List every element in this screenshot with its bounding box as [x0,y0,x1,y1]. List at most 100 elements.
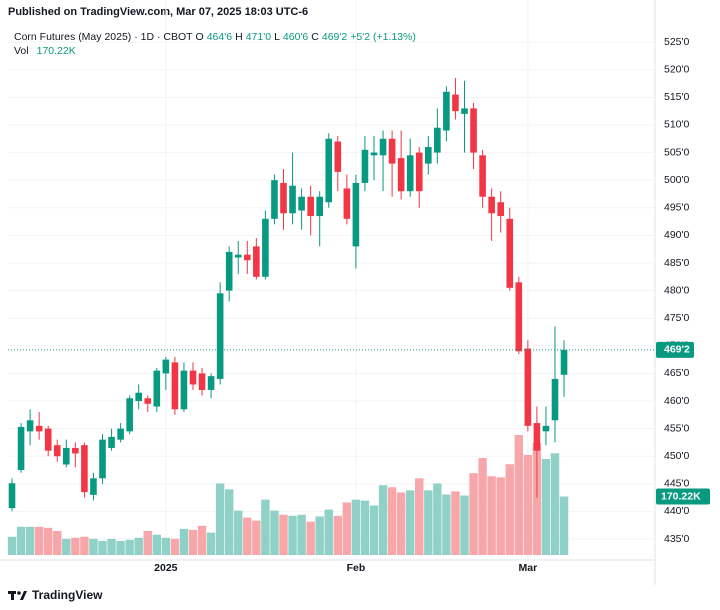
candle-body [126,398,133,432]
footer-brand: TradingView [32,588,103,602]
x-tick-label: Mar [519,562,538,574]
volume-bar [315,516,324,555]
volume-tag-label: 170.22K [661,490,701,502]
candle-body [144,398,152,404]
candle-body [443,91,450,131]
candle-body [53,445,61,457]
volume-bar [179,528,189,555]
volume-bar [261,499,270,555]
volume-bar [378,485,388,555]
close-value: 469'2 [321,31,348,43]
candle-body [370,152,378,156]
volume-bar [279,514,288,555]
footer: TradingView [8,588,102,602]
candle-body [289,185,296,214]
low-value: 460'6 [282,31,309,43]
y-tick-label: 485'0 [664,257,690,269]
last-price-label: 469'2 [664,344,690,356]
candle-body [244,254,251,261]
volume-bar [89,538,98,555]
volume-bar [206,532,216,555]
o-key: O [195,31,204,43]
candle-body [415,152,423,192]
y-tick-label: 480'0 [664,284,690,296]
y-tick-label: 455'0 [664,422,690,434]
candle-body [388,138,396,164]
volume-bar [53,530,62,555]
volume-legend: Vol 170.22K [14,45,76,57]
candle-body [153,370,161,407]
candle-body [352,182,360,247]
volume-bar [360,500,370,555]
candle-body [63,447,70,465]
candle-body [171,362,179,410]
volume-bar [469,473,478,555]
volume-bar [16,526,26,555]
candle-body [470,108,477,153]
volume-bar [324,509,333,555]
candle-body [560,349,568,375]
candle-body [506,218,514,288]
volume-bar [297,514,306,555]
y-tick-label: 465'0 [664,367,690,379]
candle-body [271,180,278,219]
volume-bar [505,464,514,555]
volume-bar [487,476,496,555]
candle-body [99,439,106,479]
volume-bar [523,454,533,555]
candle-body [198,373,206,390]
candle-body [524,348,532,426]
candle-body [479,155,486,197]
volume-bar [197,525,207,555]
candle-body [434,127,441,153]
open-value: 464'6 [206,31,233,43]
volume-bar [98,540,107,555]
volume-bar [306,521,315,555]
volume-bar [71,537,80,555]
x-tick-label: Feb [347,562,366,574]
published-note: Published on TradingView.com, Mar 07, 20… [8,6,309,18]
volume-bar [442,494,451,555]
logo [8,591,27,600]
chart: 435'0440'0445'0450'0455'0460'0465'0470'0… [0,0,710,585]
volume-bar [215,483,225,555]
candle-body [72,447,79,454]
h-key: H [235,31,243,43]
candle-body [207,376,215,390]
last-price-tag [656,341,694,358]
candle-body [551,378,559,421]
volume-bar [152,534,161,555]
volume-bar [125,539,134,555]
volume-bar [415,478,424,555]
candle-body [180,370,188,410]
x-tick-label: 2025 [154,562,178,574]
candle-body [488,196,495,214]
symbol-title: Corn Futures (May 2025) · 1D · CBOT [14,31,193,43]
volume-bar [252,520,261,555]
candle-body [216,293,224,379]
volume-bar [161,537,171,555]
y-tick-label: 520'0 [664,64,690,76]
candle-body [280,182,287,214]
volume-bar [34,526,44,555]
volume-bar [25,526,35,555]
volume-bar [369,505,379,555]
candle-body [515,282,523,352]
candle-body [8,483,16,509]
candle-body [334,141,342,172]
candle-body [117,428,124,440]
y-tick-label: 460'0 [664,395,690,407]
volume-bar [143,530,152,555]
candle-body [44,428,52,451]
candle-body [316,196,323,217]
c-key: C [311,31,319,43]
volume-bar [342,502,352,555]
y-tick-label: 495'0 [664,202,690,214]
volume-bar [451,491,460,555]
y-tick-label: 450'0 [664,450,690,462]
candle-body [425,147,432,164]
candle-body [253,246,260,277]
candle-body [452,94,459,112]
candle-body [90,478,97,495]
